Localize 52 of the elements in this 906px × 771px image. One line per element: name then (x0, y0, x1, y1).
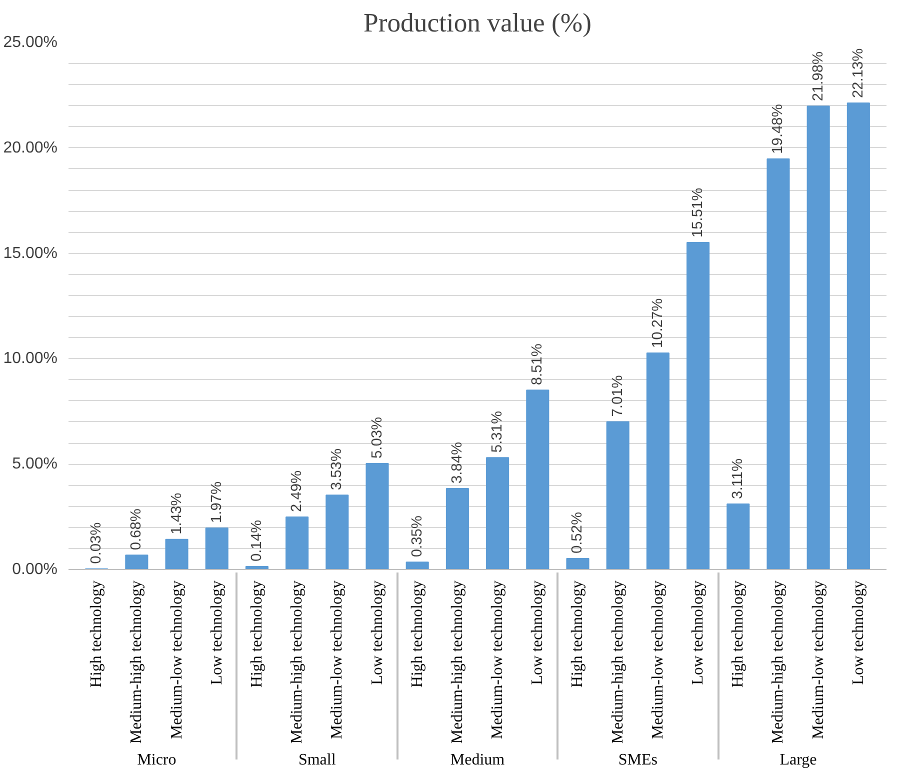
x-tick-label: High technology (569, 580, 586, 688)
x-tick-label: Low technology (368, 580, 386, 685)
data-label: 0.68% (128, 508, 145, 550)
y-tick-label: 5.00% (12, 456, 58, 473)
data-label: 3.53% (329, 448, 346, 490)
data-label: 3.84% (449, 442, 466, 484)
x-tick-label: Medium-high technology (770, 580, 787, 744)
data-label: 10.27% (650, 298, 666, 348)
data-label: 0.35% (409, 516, 426, 558)
x-tick-label: Medium-low technology (810, 580, 827, 740)
text: Micro (137, 752, 176, 769)
x-tick-label: Medium-high technology (288, 580, 306, 744)
x-tick-label: High technology (88, 580, 106, 688)
x-tick-label: Low technology (690, 580, 707, 685)
data-label: 3.11% (730, 458, 746, 499)
data-label: 1.97% (208, 481, 225, 523)
data-label: 2.49% (289, 470, 306, 512)
y-tick-label: 0.00% (12, 561, 58, 578)
data-label: 15.51% (690, 188, 706, 238)
x-tick-label: Medium-high technology (448, 580, 466, 744)
data-label: 8.51% (530, 344, 546, 386)
y-tick-label: 10.00% (3, 350, 58, 368)
data-label: 19.48% (770, 104, 786, 154)
data-label: 0.03% (88, 522, 105, 564)
y-tick-label: 25.00% (3, 34, 58, 51)
x-tick-label: Medium-high technology (128, 580, 146, 744)
y-tick-label: 15.00% (3, 244, 58, 262)
x-tick-label: Low technology (850, 580, 867, 685)
x-tick-label: Medium-low technology (168, 580, 186, 740)
chart-title: Production value (%) (364, 8, 592, 38)
x-tick-label: High technology (408, 580, 426, 688)
text: Small (298, 752, 336, 769)
x-tick-label: Low technology (208, 580, 226, 685)
x-tick-label: Medium-high technology (609, 580, 626, 744)
data-label: 5.31% (490, 411, 506, 453)
x-tick-label: Low technology (529, 580, 546, 685)
data-label: 0.14% (248, 520, 265, 562)
x-tick-label: High technology (248, 580, 266, 688)
data-label: 21.98% (810, 51, 826, 102)
data-label: 5.03% (369, 416, 386, 458)
text: Medium (450, 752, 506, 769)
text: SMEs (618, 752, 658, 769)
data-label: 22.13% (850, 48, 866, 98)
data-label: 0.52% (570, 512, 586, 554)
x-tick-label: Medium-low technology (328, 580, 346, 740)
x-tick-label: High technology (730, 580, 747, 688)
data-label: 1.43% (168, 492, 185, 534)
data-label: 7.01% (610, 375, 626, 417)
x-tick-label: Medium-low technology (489, 580, 506, 740)
x-tick-label: Medium-low technology (649, 580, 666, 740)
y-tick-label: 20.00% (3, 139, 58, 156)
text: Large (780, 752, 817, 769)
